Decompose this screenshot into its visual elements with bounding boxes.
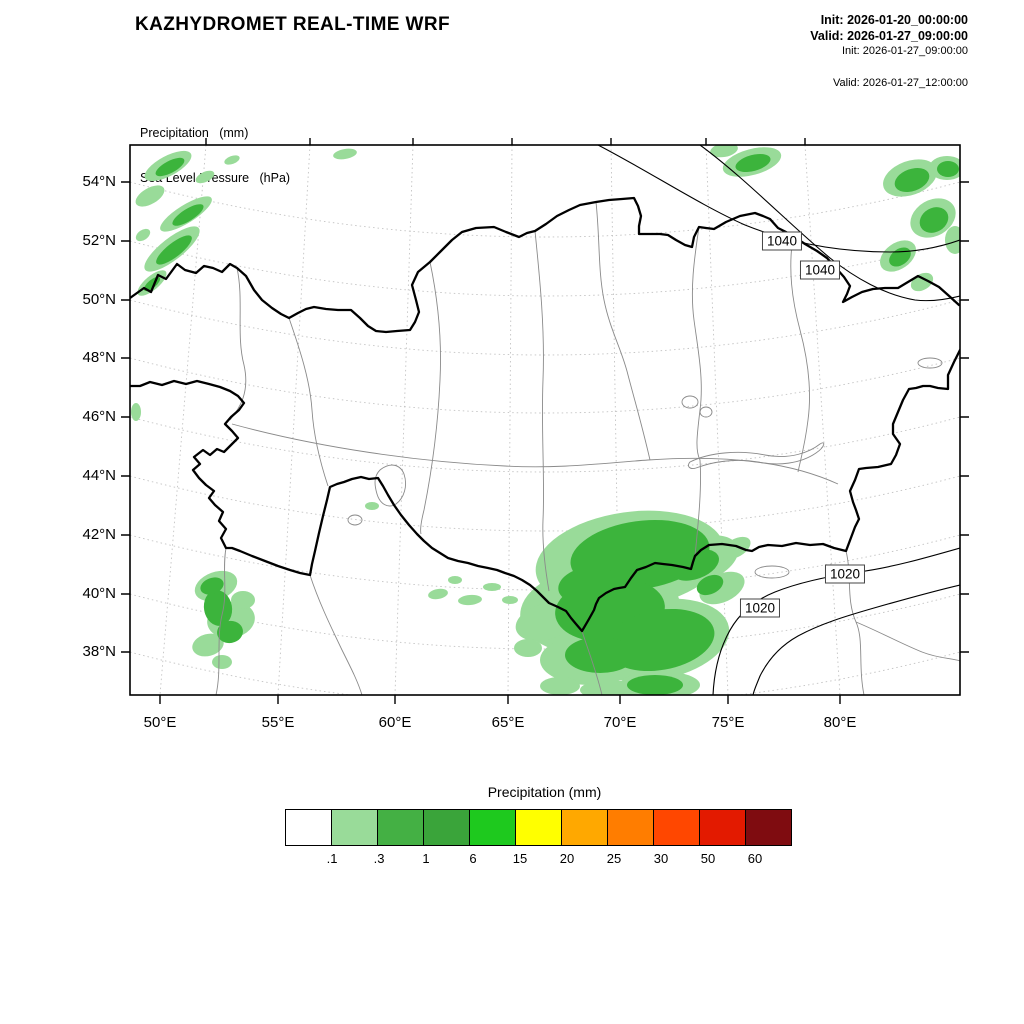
lat-label-54n: 54°N — [82, 173, 116, 190]
legend-value: 15 — [512, 851, 528, 866]
contour-label-1020-b: 1020 — [739, 598, 781, 618]
weather-map — [121, 138, 969, 704]
legend-value: 1 — [422, 851, 430, 866]
field-label-precipitation: Precipitation (mm) — [140, 126, 249, 140]
spacer — [810, 58, 968, 76]
legend-value: 60 — [747, 851, 763, 866]
init-time-secondary: Init: 2026-01-27_09:00:00 — [842, 45, 968, 57]
contour-label-1040-a: 1040 — [761, 231, 803, 251]
lakes — [347, 357, 943, 579]
valid-time-secondary: Valid: 2026-01-27_12:00:00 — [833, 77, 968, 89]
legend-value: .1 — [326, 851, 338, 866]
axis-ticks — [121, 138, 969, 704]
precipitation-legend: Precipitation (mm) .1 .3 1 6 15 20 25 30… — [285, 784, 804, 871]
legend-color-bar — [285, 809, 804, 846]
legend-swatch — [331, 809, 378, 846]
legend-swatch — [377, 809, 424, 846]
legend-swatch — [285, 809, 332, 846]
precipitation-area-heavy — [143, 153, 959, 695]
contour-label-1020-a: 1020 — [824, 564, 866, 584]
valid-time-primary: Valid: 2026-01-27_09:00:00 — [810, 29, 968, 43]
run-time-block: Init: 2026-01-20_00:00:00 Valid: 2026-01… — [810, 12, 968, 90]
legend-value: 30 — [653, 851, 669, 866]
legend-value: 6 — [469, 851, 477, 866]
lat-label-40n: 40°N — [82, 585, 116, 602]
lat-label-52n: 52°N — [82, 232, 116, 249]
precipitation-area-light — [131, 145, 960, 695]
legend-value: 50 — [700, 851, 716, 866]
page-title: KAZHYDROMET REAL-TIME WRF — [135, 14, 451, 35]
lat-label-48n: 48°N — [82, 349, 116, 366]
legend-value: 25 — [606, 851, 622, 866]
legend-title: Precipitation (mm) — [487, 784, 602, 800]
legend-swatch — [423, 809, 470, 846]
legend-value: .3 — [373, 851, 385, 866]
lon-label-55e: 55°E — [261, 714, 295, 731]
legend-swatch — [515, 809, 562, 846]
lat-label-46n: 46°N — [82, 408, 116, 425]
legend-swatch — [607, 809, 654, 846]
legend-values: .1 .3 1 6 15 20 25 30 50 60 — [285, 851, 804, 871]
lat-label-44n: 44°N — [82, 467, 116, 484]
lon-label-60e: 60°E — [378, 714, 412, 731]
legend-swatch — [469, 809, 516, 846]
lon-label-50e: 50°E — [143, 714, 177, 731]
lat-label-42n: 42°N — [82, 526, 116, 543]
graticule — [130, 145, 960, 695]
lat-label-38n: 38°N — [82, 643, 116, 660]
lon-label-70e: 70°E — [603, 714, 637, 731]
init-time-primary: Init: 2026-01-20_00:00:00 — [820, 13, 968, 27]
legend-value: 20 — [559, 851, 575, 866]
contour-label-1040-b: 1040 — [799, 260, 841, 280]
lon-label-65e: 65°E — [491, 714, 525, 731]
legend-swatch — [699, 809, 746, 846]
map-frame — [129, 144, 961, 696]
lat-label-50n: 50°N — [82, 291, 116, 308]
legend-swatch — [653, 809, 700, 846]
lon-label-75e: 75°E — [711, 714, 745, 731]
legend-swatch — [561, 809, 608, 846]
legend-swatch — [745, 809, 792, 846]
lon-label-80e: 80°E — [823, 714, 857, 731]
